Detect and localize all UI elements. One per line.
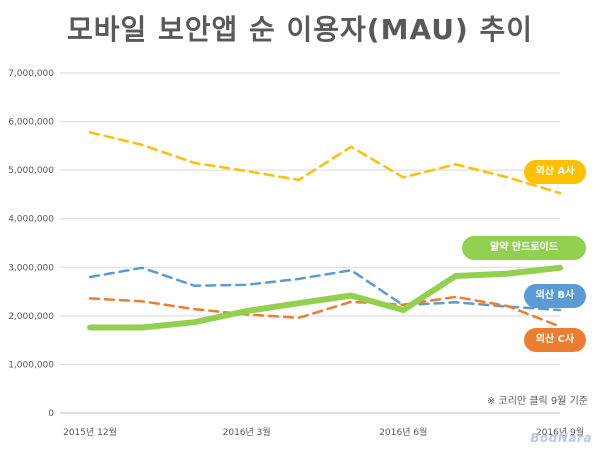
legend-badge-vendor-a: 외산 A사 (524, 160, 586, 184)
y-tick-label: 5,000,000 (8, 166, 54, 176)
legend-badge-alyac: 알약 안드로이드 (462, 236, 586, 260)
y-tick-label: 3,000,000 (8, 263, 54, 273)
source-note: ※ 코리안 클릭 9월 기준 (486, 396, 588, 407)
series-line-3 (88, 295, 562, 328)
y-tick-label: 0 (48, 409, 54, 419)
y-tick-label: 7,000,000 (8, 69, 54, 79)
x-tick-label: 2015년 12월 (63, 426, 117, 438)
legend-badge-vendor-b: 외산 B사 (524, 284, 586, 308)
y-tick-label: 1,000,000 (8, 360, 54, 370)
x-tick-label: 2016년 3월 (223, 426, 271, 438)
watermark-logo: BodNara (530, 431, 592, 445)
x-tick-label: 2016년 9월 (536, 426, 584, 438)
y-tick-label: 2,000,000 (8, 312, 54, 322)
chart-title: 모바일 보안앱 순 이용자(MAU) 추이 (66, 13, 534, 46)
series-line-1 (87, 264, 563, 331)
series-lines (87, 131, 563, 331)
x-tick-label: 2016년 6월 (379, 426, 427, 438)
series-line-0 (88, 131, 562, 195)
y-tick-label: 6,000,000 (8, 118, 54, 128)
legend-badge-vendor-c: 외산 C사 (524, 328, 586, 352)
y-tick-label: 4,000,000 (8, 215, 54, 225)
x-axis: 2015년 12월 2016년 3월 2016년 6월 2016년 9월 (63, 426, 584, 438)
y-axis: 0 1,000,000 2,000,000 3,000,000 4,000,000 5,0… (8, 69, 54, 419)
series-line-2 (88, 266, 562, 312)
